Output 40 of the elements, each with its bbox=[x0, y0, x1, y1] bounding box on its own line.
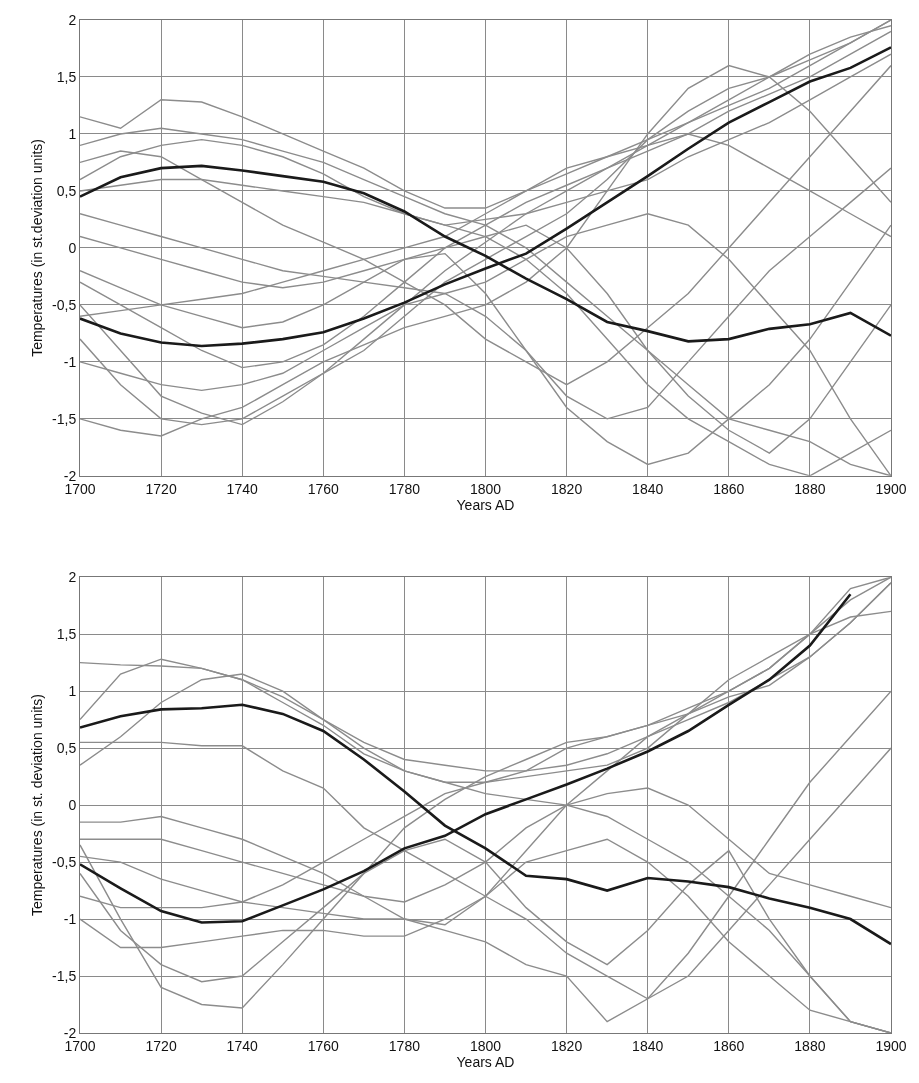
x-tick-label: 1780 bbox=[388, 1037, 421, 1054]
x-tick-label: 1740 bbox=[226, 480, 258, 497]
x-tick-label: 1760 bbox=[307, 1037, 340, 1054]
x-tick-label: 1900 bbox=[875, 480, 907, 497]
x-tick-label: 1720 bbox=[145, 1037, 177, 1054]
x-tick-label: 1820 bbox=[551, 1037, 583, 1054]
x-tick-label: 1720 bbox=[145, 480, 177, 497]
y-tick-label: 2 bbox=[68, 11, 77, 28]
x-tick-label: 1800 bbox=[469, 480, 502, 497]
x-tick-label: 1880 bbox=[794, 480, 826, 497]
x-tick-label: 1780 bbox=[388, 480, 421, 497]
y-tick-label: -1,5 bbox=[52, 967, 77, 984]
y-tick-label: 1 bbox=[68, 683, 77, 700]
x-tick-label: 1860 bbox=[713, 480, 745, 497]
y-tick-label: -0,5 bbox=[52, 853, 77, 870]
y-axis-title: Temperatures (in st.deviation units) bbox=[28, 138, 45, 357]
x-tick-label: 1900 bbox=[875, 1037, 907, 1054]
x-tick-label: 1800 bbox=[469, 1037, 502, 1054]
y-tick-label: 0,5 bbox=[56, 739, 77, 756]
y-tick-label: 2 bbox=[68, 569, 77, 586]
y-tick-label: 0 bbox=[68, 239, 77, 256]
y-tick-label: 0,5 bbox=[56, 182, 77, 199]
x-tick-label: 1860 bbox=[713, 1037, 745, 1054]
y-tick-label: 1,5 bbox=[56, 68, 77, 85]
x-tick-label: 1840 bbox=[632, 1037, 664, 1054]
y-tick-label: 1 bbox=[68, 125, 77, 142]
y-tick-label: -1,5 bbox=[52, 410, 77, 427]
x-tick-label: 1820 bbox=[551, 480, 583, 497]
x-tick-label: 1740 bbox=[226, 1037, 258, 1054]
y-tick-label: -1 bbox=[63, 910, 77, 927]
x-tick-label: 1840 bbox=[632, 480, 664, 497]
y-tick-label: 0 bbox=[68, 796, 77, 813]
y-axis-title: Temperatures (in st. deviation units) bbox=[28, 694, 45, 916]
x-axis-title: Years AD bbox=[456, 496, 515, 513]
y-tick-label: -1 bbox=[63, 353, 77, 370]
x-tick-label: 1760 bbox=[307, 480, 340, 497]
x-axis-title: Years AD bbox=[456, 1053, 515, 1070]
y-tick-label: 1,5 bbox=[56, 626, 77, 643]
x-tick-label: 1880 bbox=[794, 1037, 826, 1054]
y-tick-label: -0,5 bbox=[52, 296, 77, 313]
